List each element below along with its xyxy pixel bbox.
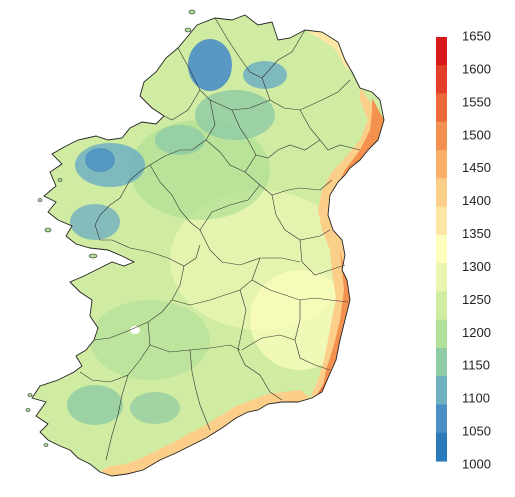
colorbar-tick-label: 1500 (462, 127, 491, 142)
county-boundaries (79, 17, 361, 461)
colorbar-swatch (436, 37, 447, 66)
colorbar-swatch (436, 432, 447, 462)
colorbar-swatch (436, 206, 447, 236)
colorbar-tick-label: 1050 (462, 424, 491, 439)
offshore-islands (25, 9, 196, 447)
colorbar-tick-label: 1000 (462, 457, 491, 472)
colorbar-tick-label: 1350 (462, 226, 491, 241)
colorbar-tick-label: 1100 (462, 391, 490, 406)
colorbar-tick-label: 1650 (462, 29, 491, 44)
colorbar-swatch (436, 291, 447, 321)
colorbar-tick-label: 1550 (462, 94, 491, 109)
colorbar-tick-label: 1400 (462, 193, 491, 208)
colorbar-swatch (436, 347, 447, 377)
colorbar-swatch (436, 65, 447, 95)
colorbar: 1650 1600 1550 1500 1450 1400 1350 1300 1250 1200… (436, 29, 491, 472)
colorbar-tick-label: 1600 (462, 61, 491, 76)
colorbar-swatch (436, 404, 447, 434)
colorbar-swatch (436, 376, 447, 406)
colorbar-swatch (436, 178, 447, 208)
colorbar-tick-label: 1300 (462, 259, 491, 274)
colorbar-tick-label: 1450 (462, 160, 491, 175)
colorbar-swatch (436, 319, 447, 349)
colorbar-swatch (436, 263, 447, 292)
colorbar-tick-label: 1150 (462, 358, 490, 373)
colorbar-tick-label: 1200 (462, 325, 491, 340)
colorbar-swatch (436, 150, 447, 179)
colorbar-swatch (436, 121, 447, 151)
colorbar-swatch (436, 93, 447, 123)
colorbar-swatch (436, 234, 447, 264)
colorbar-tick-label: 1250 (462, 292, 491, 307)
